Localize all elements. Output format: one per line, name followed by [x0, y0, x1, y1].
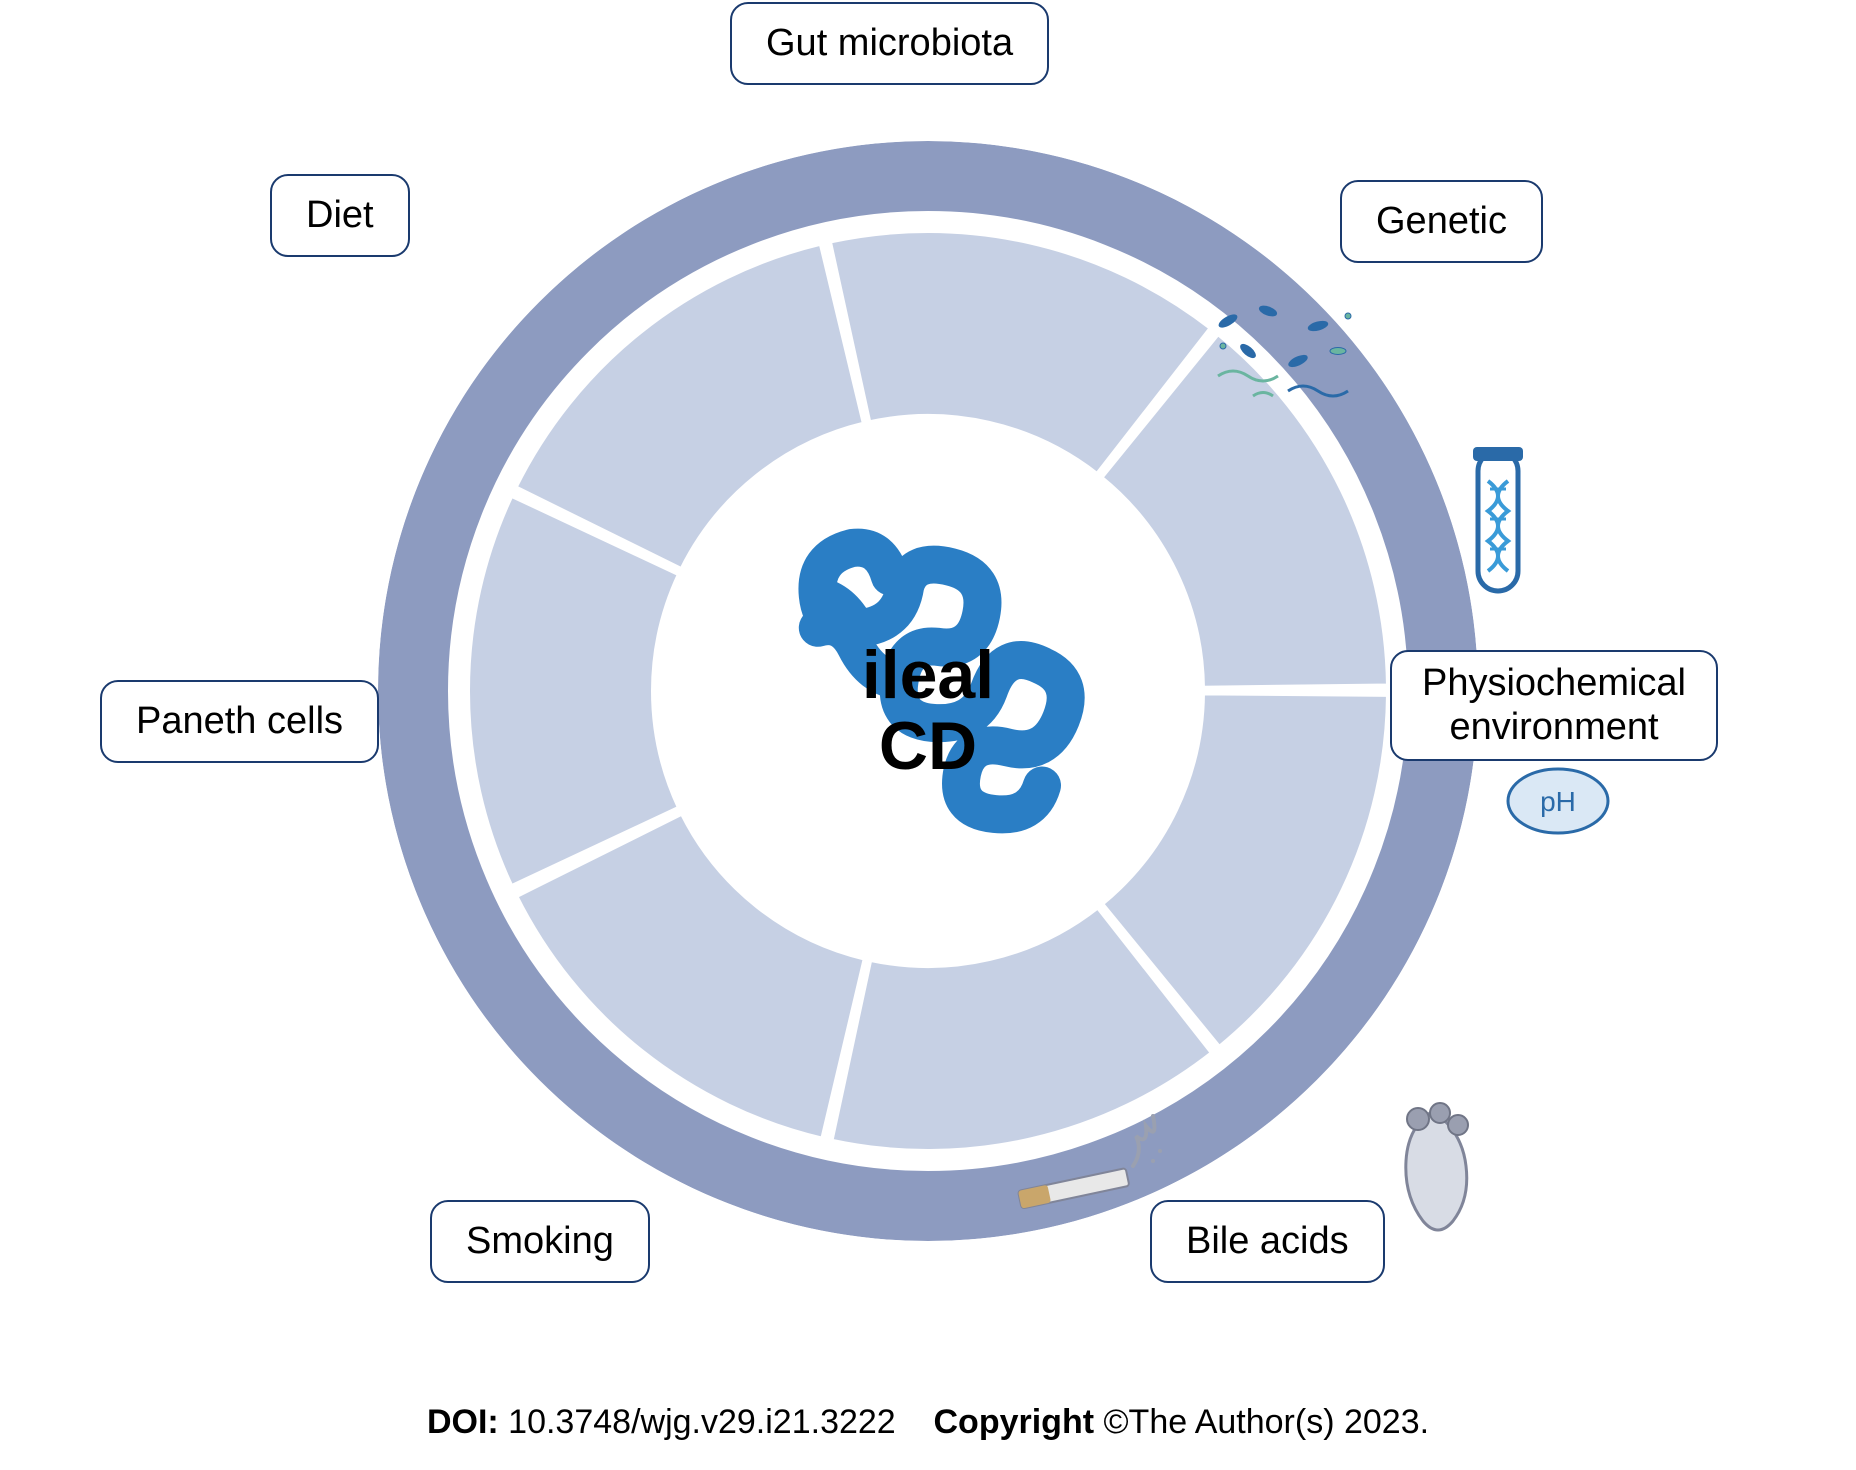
- label-utensils: Diet: [270, 174, 410, 257]
- doi-value: 10.3748/wjg.v29.i21.3222: [508, 1403, 896, 1441]
- label-ph: Physiochemicalenvironment: [1390, 650, 1718, 761]
- center-line1: ileal: [862, 637, 994, 713]
- copyright-value: ©The Author(s) 2023.: [1104, 1403, 1430, 1441]
- dna-tube-icon: [1448, 441, 1548, 616]
- bacteria-icon: [1198, 291, 1368, 426]
- bile-icon: [1378, 1091, 1488, 1246]
- label-bile: Bile acids: [1150, 1200, 1385, 1283]
- doi-label: DOI:: [427, 1403, 499, 1441]
- svg-text:pH: pH: [1540, 786, 1576, 817]
- radial-diagram: ileal CD pH: [378, 141, 1478, 1241]
- center-line2: CD: [879, 708, 977, 784]
- label-dna-tube: Genetic: [1340, 180, 1543, 263]
- label-cigarette: Smoking: [430, 1200, 650, 1283]
- ph-icon: pH: [1498, 761, 1618, 846]
- label-bacteria: Gut microbiota: [730, 2, 1049, 85]
- center-label: ileal CD: [862, 640, 994, 783]
- footer-citation: DOI: 10.3748/wjg.v29.i21.3222 Copyright …: [0, 1403, 1856, 1442]
- center-circle: ileal CD: [668, 431, 1188, 951]
- label-paneth-cell: Paneth cells: [100, 680, 379, 763]
- copyright-label: Copyright: [934, 1403, 1095, 1441]
